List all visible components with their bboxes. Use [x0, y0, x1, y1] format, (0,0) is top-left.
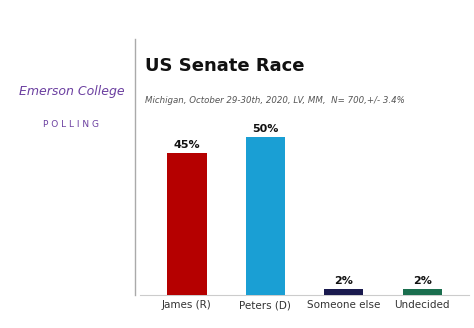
Bar [324, 289, 364, 295]
Bar [402, 289, 442, 295]
Bar [246, 137, 285, 295]
Text: 2%: 2% [413, 276, 432, 286]
Text: 50%: 50% [252, 124, 279, 134]
Text: P O L L I N G: P O L L I N G [43, 120, 99, 129]
Text: Michigan, October 29-30th, 2020, LV, MM,  N= 700,+/- 3.4%: Michigan, October 29-30th, 2020, LV, MM,… [145, 95, 404, 105]
Text: 45%: 45% [173, 140, 200, 150]
Bar [167, 153, 207, 295]
Text: 2%: 2% [334, 276, 353, 286]
Text: Emerson College: Emerson College [19, 85, 125, 98]
Text: US Senate Race: US Senate Race [145, 57, 304, 74]
